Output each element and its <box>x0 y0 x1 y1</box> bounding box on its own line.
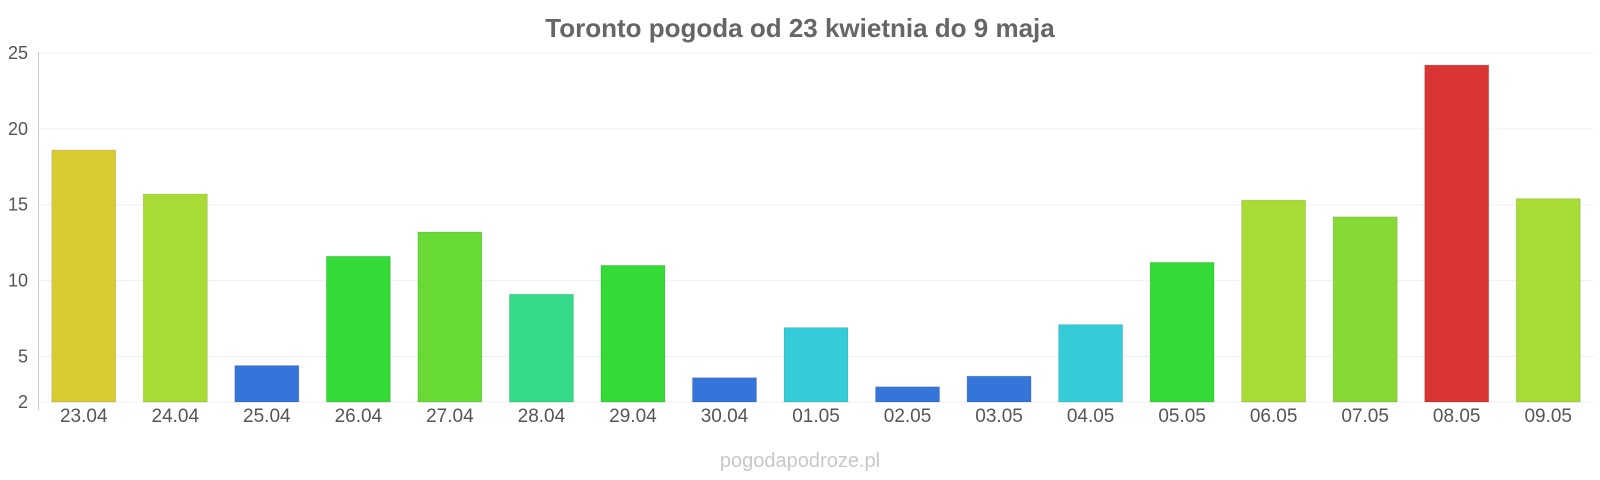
x-axis-labels: 23.04 24.04 25.04 26.04 27.04 28.04 29.04 30.04… <box>60 406 1572 427</box>
x-tick-label: 30.04 <box>701 406 749 427</box>
x-tick-label: 01.05 <box>792 406 840 427</box>
x-tick-label: 05.05 <box>1158 406 1206 427</box>
x-tick-label: 09.05 <box>1524 406 1572 427</box>
bar-09.05 <box>1515 198 1581 403</box>
chart-title: Toronto pogoda od 23 kwietnia do 9 maja <box>545 13 1055 43</box>
bars <box>51 64 1581 403</box>
bar-29.04 <box>600 264 666 403</box>
x-tick-label: 06.05 <box>1250 406 1298 427</box>
y-tick-label: 5 <box>18 346 28 366</box>
bar-04.05 <box>1058 324 1124 403</box>
y-tick-label: 20 <box>8 119 28 139</box>
bar-25.04 <box>234 365 300 403</box>
bar-08.05 <box>1424 64 1490 403</box>
watermark: pogodapodroze.pl <box>720 450 880 472</box>
bar-01.05 <box>783 327 849 403</box>
bar-05.05 <box>1149 261 1215 403</box>
y-tick-label: 25 <box>8 43 28 63</box>
y-tick-label: 10 <box>8 271 28 291</box>
bar-26.04 <box>325 255 391 403</box>
x-tick-label: 29.04 <box>609 406 657 427</box>
x-tick-label: 27.04 <box>426 406 474 427</box>
x-tick-label: 25.04 <box>243 406 291 427</box>
y-tick-label: 2 <box>18 392 28 412</box>
bar-28.04 <box>508 293 574 403</box>
x-tick-label: 02.05 <box>884 406 932 427</box>
x-tick-label: 04.05 <box>1067 406 1115 427</box>
bar-06.05 <box>1241 199 1307 403</box>
x-tick-label: 03.05 <box>975 406 1023 427</box>
bar-03.05 <box>966 375 1032 403</box>
x-tick-label: 07.05 <box>1341 406 1389 427</box>
x-tick-label: 26.04 <box>335 406 383 427</box>
x-tick-label: 28.04 <box>518 406 566 427</box>
bar-27.04 <box>417 231 483 403</box>
y-tick-label: 15 <box>8 195 28 215</box>
bar-23.04 <box>51 149 117 403</box>
bar-24.04 <box>142 193 208 403</box>
bar-02.05 <box>875 386 941 403</box>
x-tick-label: 23.04 <box>60 406 108 427</box>
x-tick-label: 08.05 <box>1433 406 1481 427</box>
x-tick-label: 24.04 <box>152 406 200 427</box>
bar-30.04 <box>691 377 757 403</box>
bar-07.05 <box>1332 216 1398 403</box>
